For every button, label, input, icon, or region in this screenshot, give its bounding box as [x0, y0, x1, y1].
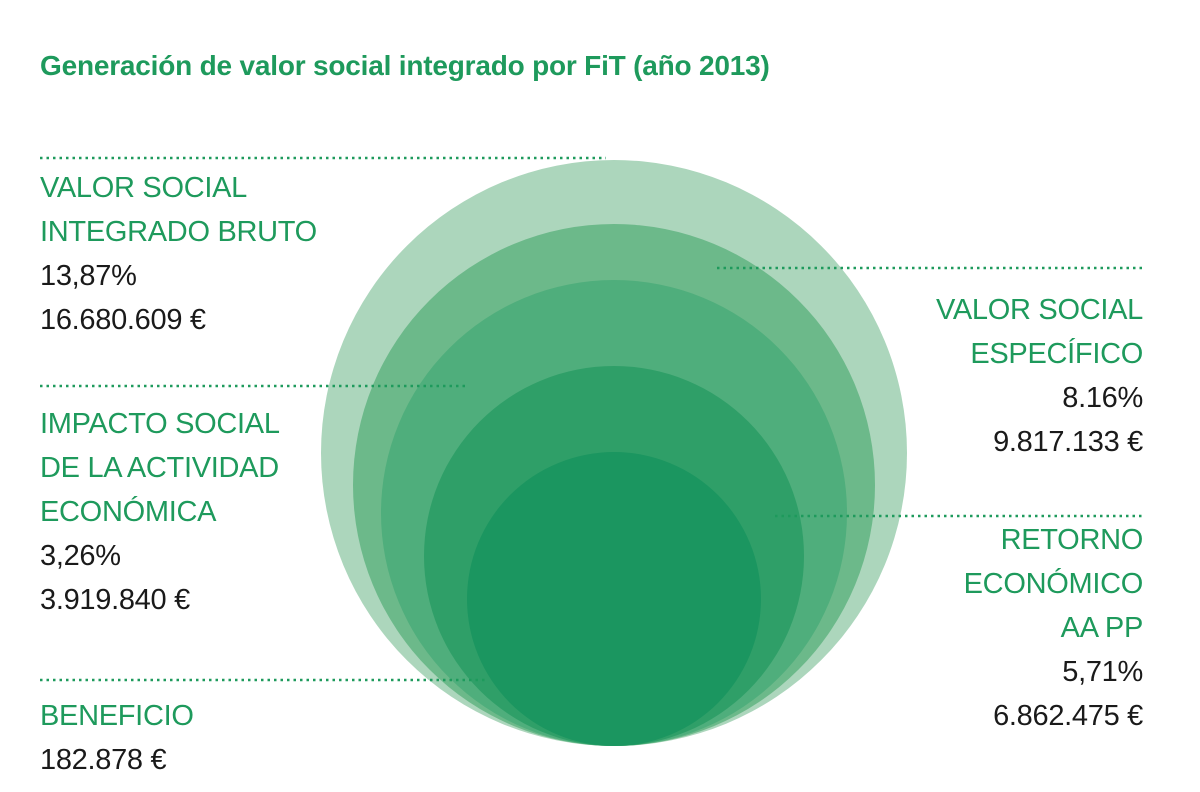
series-amount: 3.919.840 € [40, 584, 190, 616]
label-beneficio: BENEFICIO 182.878 € [40, 694, 194, 782]
series-name-line: AA PP [1060, 612, 1144, 644]
label-valor-social-especifico: VALOR SOCIAL ESPECÍFICO 8.16% 9.817.133 … [936, 288, 1143, 464]
chart-title: Generación de valor social integrado por… [40, 50, 770, 81]
series-amount: 182.878 € [40, 744, 167, 776]
circle-beneficio [467, 452, 761, 746]
series-name-line: VALOR SOCIAL [40, 172, 247, 204]
series-name-line: ESPECÍFICO [970, 338, 1143, 370]
series-percent: 13,87% [40, 260, 137, 292]
label-impacto-social: IMPACTO SOCIAL DE LA ACTIVIDAD ECONÓMICA… [40, 402, 280, 622]
label-retorno-economico: RETORNO ECONÓMICO AA PP 5,71% 6.862.475 … [963, 518, 1144, 738]
series-percent: 5,71% [1062, 656, 1143, 688]
series-name-line: INTEGRADO BRUTO [40, 216, 317, 248]
series-name-line: BENEFICIO [40, 700, 194, 732]
series-percent: 3,26% [40, 540, 121, 572]
series-amount: 16.680.609 € [40, 304, 206, 336]
series-percent: 8.16% [1062, 382, 1143, 414]
series-amount: 6.862.475 € [993, 700, 1143, 732]
label-valor-social-integrado-bruto: VALOR SOCIAL INTEGRADO BRUTO 13,87% 16.6… [40, 166, 317, 342]
series-name-line: ECONÓMICA [40, 496, 217, 528]
series-name-line: VALOR SOCIAL [936, 294, 1143, 326]
series-name-line: DE LA ACTIVIDAD [40, 452, 279, 484]
series-name-line: RETORNO [1000, 524, 1144, 556]
series-amount: 9.817.133 € [993, 426, 1143, 458]
series-name-line: ECONÓMICO [963, 568, 1144, 600]
series-name-line: IMPACTO SOCIAL [40, 408, 280, 440]
